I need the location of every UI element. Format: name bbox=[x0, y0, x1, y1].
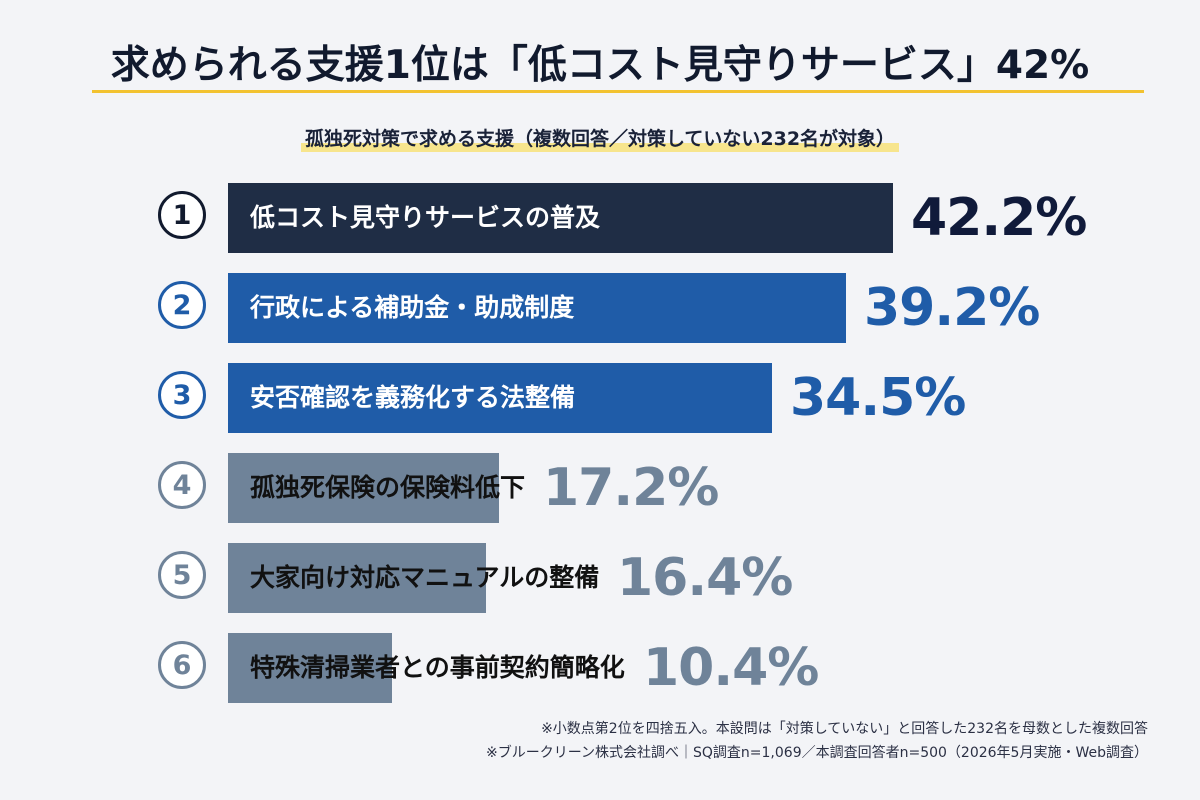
chart-subtitle: 孤独死対策で求める支援（複数回答／対策していない232名が対象） bbox=[300, 124, 900, 152]
title-underline bbox=[92, 90, 1144, 93]
bar bbox=[228, 633, 392, 703]
subtitle-wrap: 孤独死対策で求める支援（複数回答／対策していない232名が対象） bbox=[0, 124, 1200, 152]
bar-row: 3 安否確認を義務化する法整備 34.5% bbox=[0, 363, 1200, 433]
page-title: 求められる支援1位は「低コスト見守りサービス」42% bbox=[110, 43, 1090, 88]
bar-row: 4 孤独死保険の保険料低下 17.2% bbox=[0, 453, 1200, 523]
bar bbox=[228, 183, 893, 253]
bar bbox=[228, 453, 499, 523]
bar-value-label: 42.2% bbox=[911, 188, 1087, 248]
bar-category-label: 行政による補助金・助成制度 bbox=[250, 293, 575, 322]
bar-category-label: 安否確認を義務化する法整備 bbox=[250, 383, 576, 412]
rank-badge: 1 bbox=[158, 191, 206, 239]
bar-value-label: 39.2% bbox=[864, 278, 1040, 338]
bar-row: 6 特殊清掃業者との事前契約簡略化 10.4% bbox=[0, 633, 1200, 703]
bar-category-label: 孤独死保険の保険料低下 bbox=[250, 473, 526, 502]
bar-value-label: 34.5% bbox=[790, 368, 966, 428]
rank-badge: 4 bbox=[158, 461, 206, 509]
bar-category-label: 特殊清掃業者との事前契約簡略化 bbox=[250, 653, 625, 682]
bar-value-label: 16.4% bbox=[617, 548, 793, 608]
footnote-source: ※ブルークリーン株式会社調べ｜SQ調査n=1,069／本調査回答者n=500（2… bbox=[485, 745, 1148, 761]
bar-row: 2 行政による補助金・助成制度 39.2% bbox=[0, 273, 1200, 343]
bar-category-label: 大家向け対応マニュアルの整備 bbox=[250, 563, 600, 592]
bar-value-label: 17.2% bbox=[543, 458, 719, 518]
bar-row: 5 大家向け対応マニュアルの整備 16.4% bbox=[0, 543, 1200, 613]
footnote-rounding: ※小数点第2位を四捨五入。本設問は「対策していない」と回答した232名を母数とし… bbox=[541, 721, 1148, 737]
bar bbox=[228, 273, 846, 343]
bar-category-label: 低コスト見守りサービスの普及 bbox=[250, 203, 601, 232]
rank-badge: 6 bbox=[158, 641, 206, 689]
rank-badge: 2 bbox=[158, 281, 206, 329]
bar-row: 1 低コスト見守りサービスの普及 42.2% bbox=[0, 183, 1200, 253]
bar bbox=[228, 363, 772, 433]
rank-badge: 5 bbox=[158, 551, 206, 599]
bar bbox=[228, 543, 486, 613]
rank-badge: 3 bbox=[158, 371, 206, 419]
bar-value-label: 10.4% bbox=[643, 638, 819, 698]
